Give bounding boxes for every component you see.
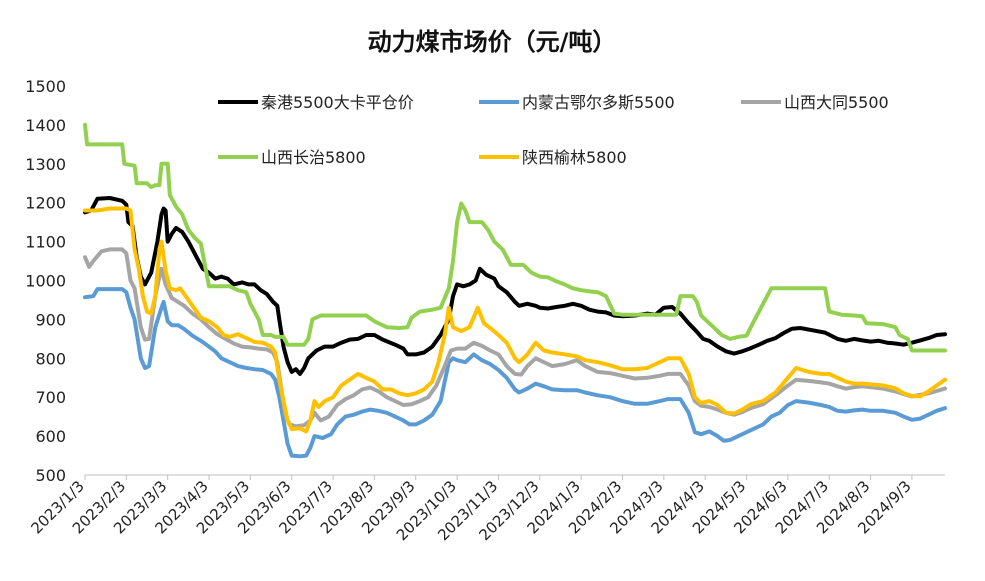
series-group <box>83 122 947 459</box>
series-line-1 <box>83 287 947 459</box>
legend-label-2: 山西大同5500 <box>784 93 889 112</box>
y-tick-label: 500 <box>35 466 66 485</box>
legend-label-0: 秦港5500大卡平仓价 <box>261 93 414 112</box>
series-line-4 <box>83 206 947 434</box>
x-axis: 2023/1/32023/2/32023/3/32023/4/32023/5/3… <box>27 474 945 544</box>
series-line-2 <box>83 247 947 429</box>
series-line-3 <box>83 122 947 353</box>
y-tick-label: 1000 <box>25 272 66 291</box>
legend: 秦港5500大卡平仓价 内蒙古鄂尔多斯5500 山西大同5500 山西长治5800 陕西… <box>218 93 889 167</box>
y-tick-label: 900 <box>35 310 66 329</box>
series-line-0 <box>83 196 947 376</box>
y-tick-label: 1500 <box>25 77 66 96</box>
y-tick-label: 1400 <box>25 116 66 135</box>
legend-label-3: 山西长治5800 <box>261 148 366 167</box>
chart-title: 动力煤市场价（元/吨） <box>368 28 617 56</box>
legend-label-4: 陕西榆林5800 <box>522 148 627 167</box>
y-tick-label: 700 <box>35 388 66 407</box>
legend-label-1: 内蒙古鄂尔多斯5500 <box>522 93 675 112</box>
y-tick-label: 600 <box>35 427 66 446</box>
y-tick-label: 800 <box>35 349 66 368</box>
y-tick-label: 1100 <box>25 233 66 252</box>
y-tick-label: 1300 <box>25 155 66 174</box>
y-tick-label: 1200 <box>25 194 66 213</box>
y-axis: 500 600 700 800 900 1000 1100 1200 1300 1400 1500 <box>25 77 66 485</box>
